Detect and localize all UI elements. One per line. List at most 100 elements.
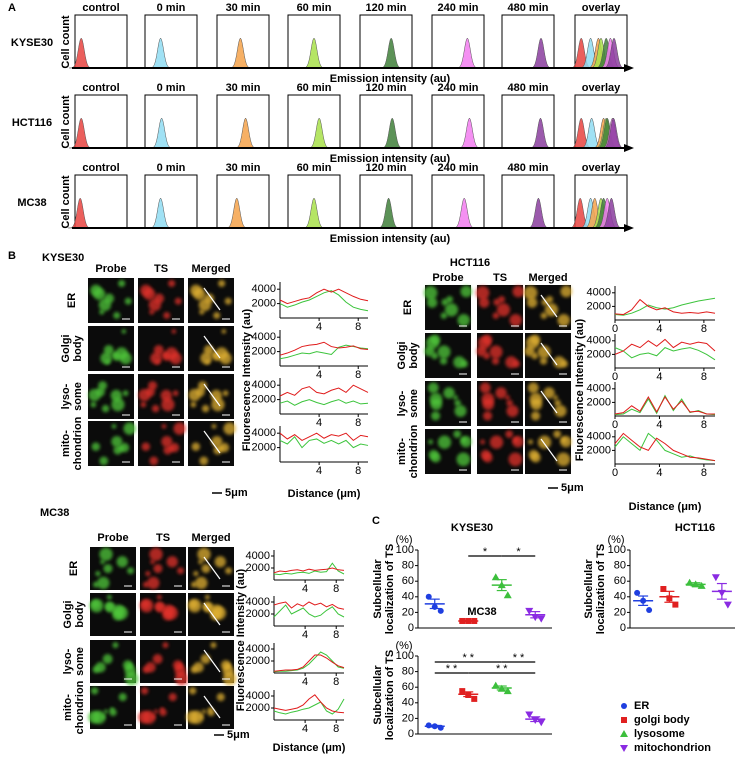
micrograph-signal [526,297,538,308]
micrograph-signal [91,599,100,609]
data-point [666,595,673,602]
condition-label: 120 min [366,2,407,14]
micrograph-signal [111,351,119,359]
y-tick-label: 80 [402,666,414,678]
condition-label: 240 min [438,82,479,94]
y-tick-label: 0 [620,622,626,634]
intensity-profile [279,384,369,397]
micrograph-signal [482,411,493,421]
y-tick-label: 4000 [587,335,611,347]
x-axis-label: Emission intensity (au) [330,153,451,165]
micrograph-signal [112,609,124,621]
condition-label: 0 min [157,2,186,14]
micrograph-signal [221,329,227,334]
arrow-head [624,144,634,152]
condition-label: control [82,2,119,14]
micrograph-signal [457,313,470,327]
significance-label: * * [496,663,508,675]
micrograph-signal [428,439,434,445]
y-axis-label: Cell count [60,95,72,149]
micrograph-signal [195,576,208,590]
intensity-profile [273,651,345,673]
x-tick-label: 4 [656,371,662,383]
micrograph-signal [475,285,490,300]
organelle-label: some [74,647,86,676]
cell-line-title: KYSE30 [42,252,84,264]
micrograph-signal [537,345,551,359]
y-tick-label: 100 [608,544,626,556]
legend-label: lysosome [634,728,685,740]
cell-line-label: HCT116 [12,117,52,129]
histogram-box [431,14,485,69]
micrograph-signal [159,707,165,712]
micrograph-signal [506,404,519,418]
y-tick-label: 4000 [252,379,276,391]
x-tick-label: 8 [701,323,707,335]
condition-label: overlay [582,2,621,14]
histogram-box [216,174,270,229]
condition-label: 60 min [297,82,332,94]
condition-label: 0 min [157,162,186,174]
x-tick-label: 8 [355,369,361,381]
data-point [471,695,478,702]
x-tick-label: 4 [302,723,308,735]
micrograph-signal [161,397,175,412]
histogram-box [359,14,413,69]
histogram-box [501,174,555,229]
x-tick-label: 4 [316,465,322,477]
x-axis-label: Emission intensity (au) [330,73,451,85]
intensity-profile [273,567,345,574]
micrograph-signal [530,334,541,345]
y-tick-label: 2000 [252,442,276,454]
micrograph-signal [505,356,518,369]
histogram-box [144,14,198,69]
micrograph-signal [140,401,147,408]
micrograph-signal [92,710,106,724]
unit-label: (%) [395,534,412,546]
micrograph-signal [453,395,458,400]
micrograph-signal [122,390,129,397]
plot-title: HCT116 [675,522,715,534]
micrograph-signal [427,382,439,394]
data-point [497,581,506,589]
data-point [717,589,726,597]
micrograph-signal [93,288,106,301]
x-tick-label: 0 [612,371,618,383]
cell-line-title: MC38 [40,507,69,519]
y-axis-label: Fluorescence Intensity (au) [574,318,586,461]
organelle-label: body [74,600,86,627]
micrograph-signal [95,661,106,673]
micrograph-signal [113,311,121,319]
micrograph-signal [154,601,164,611]
micrograph-signal [138,388,151,402]
y-tick-label: 2000 [246,655,270,667]
x-axis-label: Distance (μm) [629,501,702,513]
y-tick-label: 4000 [246,596,270,608]
cell-line-label: KYSE30 [11,37,53,49]
micrograph-signal [168,693,177,702]
micrograph-signal [172,390,179,397]
micrograph-signal [104,601,114,611]
micrograph-signal [162,609,174,621]
y-tick-label: 100 [396,650,414,662]
organelle-label: ER [68,561,80,576]
micrograph-signal [223,422,236,435]
x-tick-label: 4 [302,676,308,688]
organelle-label: ER [66,293,78,308]
y-tick-label: 2000 [587,348,611,360]
organelle-label: chondrion [408,424,420,478]
micrograph-signal [453,430,462,439]
micrograph-signal [219,442,230,453]
y-tick-label: 4000 [246,643,270,655]
micrograph-signal [103,564,113,574]
micrograph-signal [161,351,169,359]
y-tick-label: 2000 [246,702,270,714]
x-axis-label: Distance (μm) [288,488,361,500]
micrograph-signal [478,297,490,308]
legend-label: mitochondrion [634,742,711,754]
micrograph-signal [127,567,135,575]
data-point [691,580,700,588]
micrograph-signal [541,298,549,306]
organelle-label: Golgi [62,600,74,628]
